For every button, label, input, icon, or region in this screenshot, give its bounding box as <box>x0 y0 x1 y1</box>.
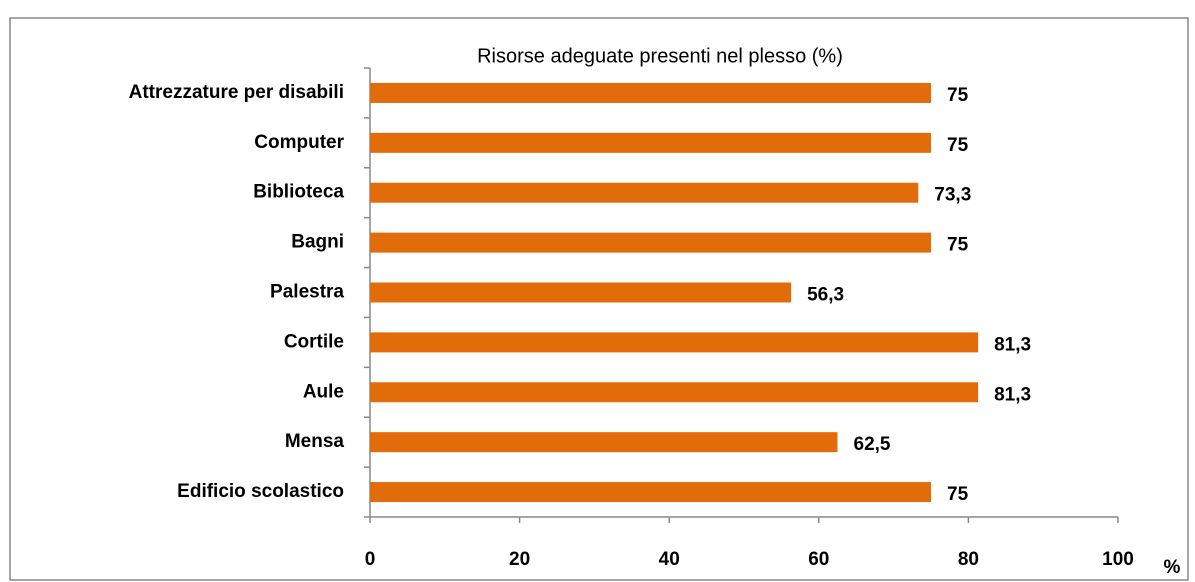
x-tick-label: 100 <box>1102 549 1134 570</box>
x-tick-label: 80 <box>958 549 979 570</box>
data-label: 73,3 <box>934 185 971 206</box>
bar <box>370 282 792 303</box>
bar <box>370 132 931 153</box>
y-tick-label: Bagni <box>291 232 344 253</box>
y-tick-label: Cortile <box>284 331 344 352</box>
x-axis-label: % <box>1164 557 1181 578</box>
x-tick-label: 40 <box>659 549 680 570</box>
bar <box>370 432 838 453</box>
data-label: 75 <box>947 135 969 156</box>
data-label: 81,3 <box>994 384 1031 405</box>
chart-frame <box>9 17 1189 581</box>
chart-title: Risorse adeguate presenti nel plesso (%) <box>477 45 843 67</box>
y-tick-label: Mensa <box>285 431 345 452</box>
bar <box>370 332 979 353</box>
y-tick-label: Attrezzature per disabili <box>129 82 344 103</box>
y-tick-label: Edificio scolastico <box>177 481 344 502</box>
bar <box>370 82 931 103</box>
bar <box>370 482 931 503</box>
x-tick-label: 0 <box>365 549 376 570</box>
x-tick-label: 20 <box>509 549 530 570</box>
bar <box>370 182 919 203</box>
data-label: 75 <box>947 235 969 256</box>
bar <box>370 382 979 403</box>
y-tick-label: Biblioteca <box>253 182 344 203</box>
data-label: 81,3 <box>994 334 1031 355</box>
data-label: 62,5 <box>854 434 891 455</box>
data-label: 56,3 <box>807 285 844 306</box>
y-tick-label: Palestra <box>270 282 344 303</box>
data-label: 75 <box>947 484 969 505</box>
y-tick-label: Computer <box>254 132 344 153</box>
data-label: 75 <box>947 85 969 106</box>
x-tick-label: 60 <box>808 549 829 570</box>
y-tick-label: Aule <box>303 381 344 402</box>
bar <box>370 232 931 253</box>
